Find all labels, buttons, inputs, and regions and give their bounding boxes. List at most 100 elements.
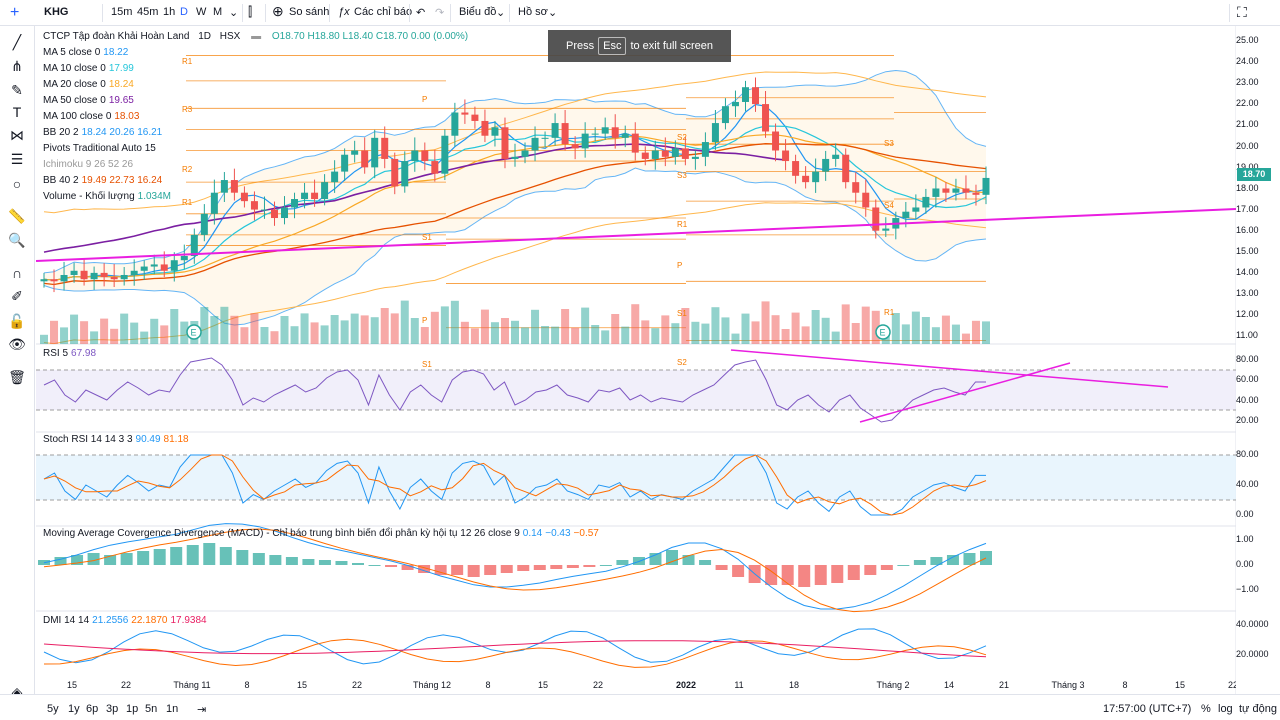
instrument-title[interactable]: CTCP Tập đoàn Khải Hoàn Land: [43, 31, 190, 42]
lock-icon[interactable]: 🔓: [8, 312, 26, 329]
log-toggle[interactable]: log: [1218, 703, 1233, 715]
interval-m[interactable]: M: [213, 6, 223, 18]
percent-toggle[interactable]: %: [1201, 703, 1211, 715]
compare-button[interactable]: So sánh: [289, 6, 330, 18]
range-1p[interactable]: 1p: [126, 703, 139, 715]
candle-body: [932, 188, 940, 197]
range-1y[interactable]: 1y: [68, 703, 80, 715]
time-axis[interactable]: 15 22 Tháng 11 8 15 22 Tháng 12 8 15 22 2022 11 18 Th…: [67, 680, 1236, 690]
prediction-icon[interactable]: ☰: [10, 150, 24, 167]
eye-icon[interactable]: 👁: [8, 335, 26, 352]
legend-item[interactable]: Pivots Traditional Auto 15: [43, 141, 156, 157]
circle-icon[interactable]: ○: [12, 176, 22, 192]
legend-item[interactable]: MA 10 close 0 17.99: [43, 61, 134, 77]
rsi-trendline-2[interactable]: [859, 362, 1071, 423]
goto-date-icon[interactable]: ⇥: [197, 704, 207, 716]
interval-45m[interactable]: 45m: [137, 6, 159, 18]
fib-icon[interactable]: ⋔: [11, 57, 23, 74]
earnings-marker-2[interactable]: E: [875, 324, 891, 340]
candles-style-icon[interactable]: ⫿: [248, 4, 253, 19]
legend-value: 18.03: [114, 111, 140, 122]
volume-bar: [80, 321, 89, 344]
profile-menu-button[interactable]: Hồ sơ: [518, 6, 548, 18]
price-tick: 19.00: [1236, 161, 1259, 172]
legend-item[interactable]: BB 20 2 18.24 20.26 16.21: [43, 125, 162, 141]
legend-item[interactable]: MA 50 close 0 19.65: [43, 93, 134, 109]
bb-lower: [43, 167, 987, 326]
fullscreen-toast: Press Esc to exit full screen: [548, 30, 731, 62]
macd-legend[interactable]: Moving Average Covergence Divergence (MA…: [43, 526, 599, 542]
ruler-icon[interactable]: 📏: [8, 207, 26, 224]
volume-bar: [711, 307, 720, 344]
stoch-legend[interactable]: Stoch RSI 14 14 3 3 90.49 81.18: [43, 432, 189, 448]
range-5y[interactable]: 5y: [47, 703, 59, 715]
magnet-icon[interactable]: ∩: [11, 265, 23, 281]
time-tick: 22: [593, 680, 603, 690]
volume-bar: [230, 315, 239, 344]
price-tick: 24.00: [1236, 56, 1259, 67]
undo-icon[interactable]: ↶: [416, 7, 426, 19]
pivot-label: R1: [182, 57, 193, 66]
interval-1h[interactable]: 1h: [163, 6, 176, 18]
profile-dropdown-icon[interactable]: ⌄: [548, 7, 558, 19]
legend-label: Ichimoku 9 26 52 26: [43, 159, 134, 170]
lock-drawing-icon[interactable]: ✐: [11, 287, 23, 304]
crosshair-icon[interactable]: +: [10, 4, 20, 21]
macd-label: Moving Average Covergence Divergence (MA…: [43, 528, 520, 539]
legend-item[interactable]: MA 20 close 0 18.24: [43, 77, 134, 93]
rsi-trendline-1[interactable]: [730, 349, 1169, 388]
trash-icon[interactable]: 🗑: [8, 368, 26, 385]
interval-15m[interactable]: 15m: [111, 6, 133, 18]
volume-bar: [460, 321, 469, 344]
compare-icon[interactable]: ⊕: [272, 3, 284, 19]
legend-item[interactable]: Volume - Khối lượng 1.034M: [43, 189, 171, 205]
auto-toggle[interactable]: tự động: [1239, 703, 1277, 715]
macd-bar: [54, 557, 67, 565]
candle-body: [812, 171, 820, 183]
range-3p[interactable]: 3p: [106, 703, 119, 715]
interval-dropdown-icon[interactable]: ⌄: [229, 7, 239, 19]
candle-body: [701, 142, 709, 157]
pivot-lines: [186, 55, 986, 341]
zoom-icon[interactable]: 🔍: [8, 231, 26, 248]
fullscreen-icon[interactable]: ⛶: [1237, 4, 1247, 20]
volume-bar: [551, 326, 560, 344]
macd-bar: [500, 565, 513, 573]
volume-bar: [100, 318, 109, 344]
rsi-band: [36, 370, 1236, 410]
range-1n[interactable]: 1n: [166, 703, 179, 715]
symbol-search[interactable]: KHG: [44, 6, 69, 18]
pattern-icon[interactable]: ⋈: [10, 126, 24, 143]
legend-item[interactable]: MA 5 close 0 18.22: [43, 45, 128, 61]
dmi-tick: 20.0000: [1236, 649, 1269, 659]
indicators-icon[interactable]: ƒx: [338, 6, 350, 18]
earnings-marker-1[interactable]: E: [186, 324, 202, 340]
trendline-main[interactable]: [36, 208, 1236, 262]
volume-bar: [420, 327, 429, 344]
trendline-icon[interactable]: ╱: [12, 33, 22, 50]
dmi-legend[interactable]: DMI 14 14 21.2556 22.1870 17.9384: [43, 613, 207, 629]
text-icon[interactable]: T: [12, 104, 22, 120]
indicators-button[interactable]: Các chỉ báo: [354, 6, 413, 18]
legend-item[interactable]: Ichimoku 9 26 52 26: [43, 157, 133, 173]
range-5n[interactable]: 5n: [145, 703, 158, 715]
legend-label: MA 5 close 0: [43, 47, 101, 58]
redo-icon[interactable]: ↷: [435, 7, 445, 19]
interval-w[interactable]: W: [196, 6, 207, 18]
drawing-toolbar: ╱ ⋔ ✎ T ⋈ ☰ ○ 📏 🔍 ∩ ✐ 🔓 👁 🗑 ◈: [0, 26, 35, 700]
chart-canvas[interactable]: E E 15 22 Tháng 11 8 15 22 Tháng 12 8 15 22 2022 11…: [36, 26, 1236, 694]
legend-item[interactable]: BB 40 2 19.49 22.73 16.24: [43, 173, 162, 189]
interval-d[interactable]: D: [180, 6, 188, 18]
collapse-icon[interactable]: ▬: [251, 31, 262, 42]
rsi-legend[interactable]: RSI 5 67.98: [43, 346, 96, 362]
layers-icon[interactable]: ◈: [11, 683, 23, 700]
range-6p[interactable]: 6p: [86, 703, 99, 715]
chart-menu-button[interactable]: Biểu đồ: [459, 6, 497, 18]
chart-dropdown-icon[interactable]: ⌄: [496, 7, 506, 19]
candle-body: [862, 192, 870, 208]
brush-icon[interactable]: ✎: [11, 81, 23, 98]
macd-bar: [434, 565, 447, 575]
legend-item[interactable]: MA 100 close 0 18.03: [43, 109, 139, 125]
bottom-toolbar: 5y 1y 6p 3p 1p 5n 1n ⇥ 17:57:00 (UTC+7) …: [0, 694, 1280, 720]
clock-time[interactable]: 17:57:00 (UTC+7): [1103, 703, 1192, 715]
